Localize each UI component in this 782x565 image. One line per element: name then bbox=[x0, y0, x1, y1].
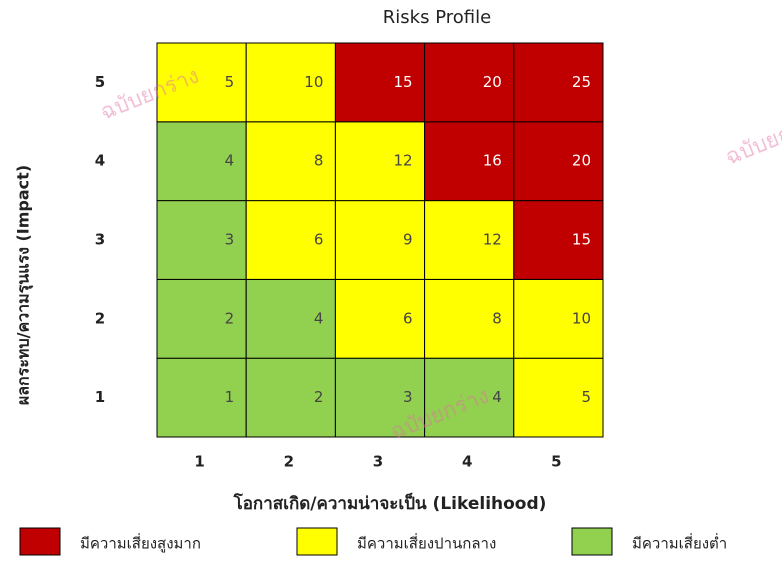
y-tick-label: 5 bbox=[95, 73, 105, 91]
x-tick-label: 5 bbox=[551, 453, 561, 471]
y-tick-label: 3 bbox=[95, 231, 105, 249]
legend-swatch bbox=[571, 527, 613, 556]
cell-label: 4 bbox=[492, 388, 502, 406]
x-tick-label: 4 bbox=[462, 453, 472, 471]
cell bbox=[245, 357, 336, 438]
cell-label: 6 bbox=[314, 231, 324, 249]
cell bbox=[424, 278, 515, 359]
watermark: ฉบับยกร่าง bbox=[722, 108, 782, 170]
x-axis-title: โอกาสเกิด/ความน่าจะเป็น (Likelihood) bbox=[233, 491, 547, 514]
cell-label: 20 bbox=[483, 73, 502, 91]
cell bbox=[245, 200, 336, 280]
cell bbox=[513, 357, 604, 438]
cell-label: 2 bbox=[314, 388, 324, 406]
cell-label: 8 bbox=[492, 309, 502, 327]
cell-label: 5 bbox=[225, 73, 235, 91]
cell-label: 15 bbox=[572, 231, 591, 249]
cell bbox=[245, 278, 336, 359]
cell bbox=[156, 278, 247, 359]
cell-label: 6 bbox=[403, 309, 413, 327]
cell-label: 4 bbox=[314, 309, 324, 327]
cell-label: 10 bbox=[304, 73, 323, 91]
x-tick-label: 3 bbox=[373, 453, 383, 471]
y-tick-label: 1 bbox=[95, 388, 105, 406]
cell-label: 9 bbox=[403, 231, 413, 249]
chart-title: Risks Profile bbox=[383, 7, 491, 28]
cell-label: 12 bbox=[483, 231, 502, 249]
cell-label: 16 bbox=[483, 152, 502, 170]
cell-label: 10 bbox=[572, 309, 591, 327]
cell-label: 25 bbox=[572, 73, 591, 91]
cell-label: 20 bbox=[572, 152, 591, 170]
cell bbox=[424, 357, 515, 438]
y-axis-title: ผลกระทบ/ความรุนแรง (Impact) bbox=[14, 165, 34, 405]
legend-swatch bbox=[296, 527, 338, 556]
cell bbox=[513, 121, 604, 202]
cell bbox=[156, 121, 247, 202]
cell bbox=[424, 121, 515, 202]
cell-label: 2 bbox=[225, 309, 235, 327]
cell bbox=[513, 200, 604, 280]
x-tick-label: 1 bbox=[194, 453, 204, 471]
cell bbox=[334, 278, 426, 359]
cell-label: 5 bbox=[581, 388, 591, 406]
cell-label: 8 bbox=[314, 152, 324, 170]
cell bbox=[334, 42, 426, 123]
legend-label: มีความเสี่ยงต่ำ bbox=[632, 533, 727, 553]
y-tick-label: 2 bbox=[95, 309, 105, 327]
x-tick-label: 2 bbox=[284, 453, 294, 471]
cell bbox=[156, 42, 247, 123]
y-tick-label: 4 bbox=[95, 152, 105, 170]
cell-label: 3 bbox=[403, 388, 413, 406]
cell-label: 4 bbox=[225, 152, 235, 170]
cell-label: 3 bbox=[225, 231, 235, 249]
cell bbox=[334, 200, 426, 280]
cell bbox=[334, 121, 426, 202]
cell bbox=[513, 278, 604, 359]
legend-swatch bbox=[19, 527, 61, 556]
legend-label: มีความเสี่ยงสูงมาก bbox=[80, 533, 201, 553]
cell bbox=[156, 357, 247, 438]
cell bbox=[245, 42, 336, 123]
cell-label: 12 bbox=[394, 152, 413, 170]
legend-label: มีความเสี่ยงปานกลาง bbox=[357, 533, 496, 553]
cell bbox=[245, 121, 336, 202]
cell-label: 1 bbox=[225, 388, 235, 406]
cell-label: 15 bbox=[394, 73, 413, 91]
cell bbox=[513, 42, 604, 123]
